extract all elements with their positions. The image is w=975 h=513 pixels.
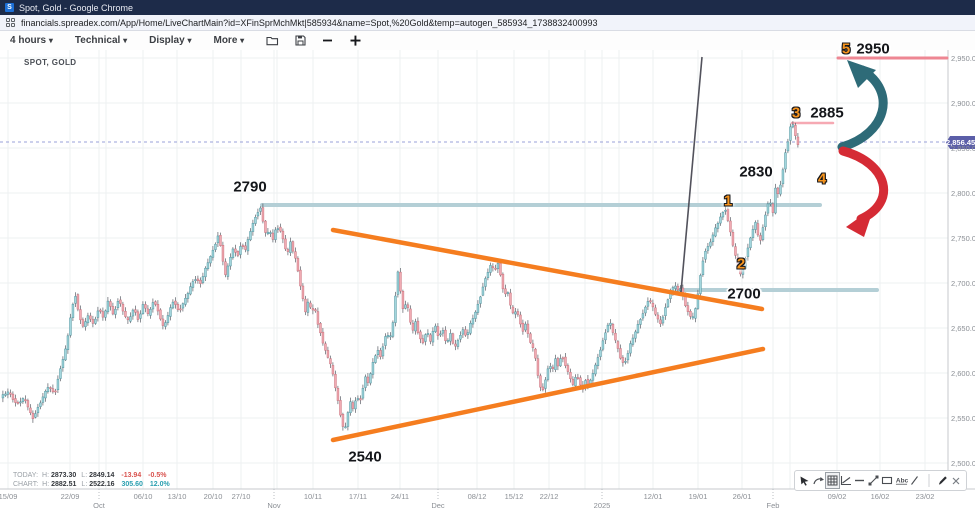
x-axis-tick: 10/11: [304, 492, 322, 501]
curved-arrow-tool[interactable]: [812, 473, 825, 488]
y-axis-tick: 2,650.00: [951, 324, 975, 333]
x-axis-tick: 22/12: [540, 492, 559, 501]
horizontal-line-tool[interactable]: [853, 473, 866, 488]
price-annotation-2830: 2830: [739, 164, 772, 181]
wave-marker-2: 2: [737, 256, 745, 273]
drawing-toolbar: Abc: [794, 470, 967, 491]
y-axis-tick: 2,900.00: [951, 99, 975, 108]
browser-window: S Spot, Gold - Google Chrome financials.…: [0, 0, 975, 513]
divider-separator: [922, 473, 935, 488]
pointer-tool[interactable]: [798, 473, 811, 488]
price-annotation-2885: 2885: [810, 105, 843, 122]
price-annotation-2540: 2540: [348, 449, 381, 466]
x-axis-month-tick: Feb: [767, 501, 780, 510]
symbol-label: SPOT, GOLD: [24, 58, 76, 67]
text-tool[interactable]: Abc: [895, 473, 908, 488]
today-low: 2849.14: [89, 472, 114, 479]
wave-marker-4: 4: [818, 171, 826, 188]
wave-marker-5: 5: [842, 41, 850, 58]
y-axis-tick: 2,950.00: [951, 54, 975, 63]
y-axis-tick: 2,600.00: [951, 369, 975, 378]
x-axis-month-tick: Dec: [431, 501, 444, 510]
wave-marker-3: 3: [792, 105, 800, 122]
chart-change: 305.60: [121, 481, 142, 488]
x-axis-month-tick: 2025: [594, 501, 611, 510]
x-axis-month-tick: Oct: [93, 501, 105, 510]
price-annotation-2790: 2790: [233, 179, 266, 196]
x-axis-tick: 17/11: [349, 492, 367, 501]
svg-text:Abc: Abc: [896, 477, 908, 484]
y-axis-tick: 2,550.00: [951, 414, 975, 423]
chart-high: 2882.51: [51, 481, 76, 488]
rectangle-tool[interactable]: [881, 473, 894, 488]
y-axis-tick: 2,750.00: [951, 234, 975, 243]
y-axis-tick: 2,500.00: [951, 459, 975, 468]
close-tool[interactable]: [950, 473, 963, 488]
chart-change-pct: 12.0%: [150, 481, 170, 488]
legend-chart-row: CHART:H: 2882.51L: 2522.16 305.60 12.0%: [13, 480, 175, 489]
x-axis-tick: 16/02: [871, 492, 890, 501]
price-chart[interactable]: [0, 0, 975, 513]
x-axis-tick: 06/10: [134, 492, 153, 501]
bearish-arrow[interactable]: [843, 151, 884, 219]
y-axis-tick: 2,850.00: [951, 144, 975, 153]
x-axis-tick: 15/12: [505, 492, 524, 501]
x-axis-tick: 12/01: [644, 492, 663, 501]
x-axis-tick: 13/10: [168, 492, 187, 501]
x-axis-tick: 09/02: [828, 492, 847, 501]
price-annotation-2950: 2950: [856, 41, 889, 58]
price-annotation-2700: 2700: [727, 286, 760, 303]
x-axis-tick: 26/01: [733, 492, 752, 501]
x-axis-tick: 20/10: [204, 492, 223, 501]
today-change: -13.94: [121, 472, 141, 479]
legend-today-row: TODAY:H: 2873.30L: 2849.14 -13.94 -0.5%: [13, 471, 175, 480]
y-axis-tick: 2,800.00: [951, 189, 975, 198]
chart-legend: TODAY:H: 2873.30L: 2849.14 -13.94 -0.5% …: [13, 471, 175, 489]
x-axis-tick: 22/09: [61, 492, 80, 501]
x-axis-tick: 23/02: [916, 492, 935, 501]
grid-tool[interactable]: [826, 473, 839, 488]
x-axis-tick: 27/10: [232, 492, 251, 501]
today-high: 2873.30: [51, 472, 76, 479]
y-axis-tick: 2,700.00: [951, 279, 975, 288]
trendline-tool[interactable]: [867, 473, 880, 488]
bearish-arrow-head: [846, 207, 874, 237]
chart-low: 2522.16: [89, 481, 114, 488]
axes-tool[interactable]: [840, 473, 853, 488]
pen-tool[interactable]: [936, 473, 949, 488]
today-change-pct: -0.5%: [148, 472, 166, 479]
x-axis-tick: 15/09: [0, 492, 17, 501]
x-axis-month-tick: Nov: [267, 501, 280, 510]
x-axis-tick: 08/12: [468, 492, 487, 501]
wave-marker-1: 1: [724, 193, 732, 210]
x-axis-tick: 19/01: [689, 492, 708, 501]
x-axis-tick: 24/11: [391, 492, 409, 501]
slash-tool[interactable]: [908, 473, 921, 488]
projection-line[interactable]: [681, 57, 702, 292]
